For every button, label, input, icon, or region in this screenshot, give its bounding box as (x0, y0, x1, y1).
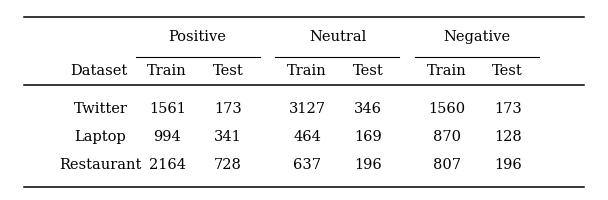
Text: 1560: 1560 (428, 102, 466, 116)
Text: 169: 169 (354, 130, 382, 144)
Text: Positive: Positive (168, 30, 227, 44)
Text: 2164: 2164 (149, 158, 185, 172)
Text: 196: 196 (494, 158, 522, 172)
Text: Dataset: Dataset (70, 64, 127, 78)
Text: Twitter: Twitter (74, 102, 127, 116)
Text: Restaurant: Restaurant (59, 158, 142, 172)
Text: 994: 994 (153, 130, 181, 144)
Text: 870: 870 (433, 130, 461, 144)
Text: 3127: 3127 (289, 102, 325, 116)
Text: 807: 807 (433, 158, 461, 172)
Text: Train: Train (147, 64, 187, 78)
Text: 173: 173 (494, 102, 522, 116)
Text: 637: 637 (293, 158, 321, 172)
Text: Negative: Negative (444, 30, 511, 44)
Text: 346: 346 (354, 102, 382, 116)
Text: Test: Test (213, 64, 243, 78)
Text: 341: 341 (214, 130, 242, 144)
Text: Test: Test (492, 64, 523, 78)
Text: Test: Test (353, 64, 383, 78)
Text: Neutral: Neutral (309, 30, 366, 44)
Text: Train: Train (427, 64, 467, 78)
Text: 728: 728 (214, 158, 242, 172)
Text: 196: 196 (354, 158, 382, 172)
Text: 128: 128 (494, 130, 522, 144)
Text: Laptop: Laptop (74, 130, 126, 144)
Text: Train: Train (287, 64, 327, 78)
Text: 464: 464 (293, 130, 321, 144)
Text: 173: 173 (214, 102, 242, 116)
Text: 1561: 1561 (149, 102, 185, 116)
